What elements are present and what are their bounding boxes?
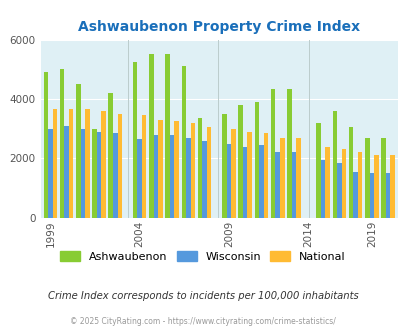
Bar [43, 72, 48, 218]
Bar [373, 155, 378, 218]
Bar [336, 163, 341, 218]
Bar [53, 110, 57, 218]
Bar [48, 129, 53, 218]
Legend: Ashwaubenon, Wisconsin, National: Ashwaubenon, Wisconsin, National [56, 247, 349, 267]
Bar [117, 114, 122, 218]
Bar [357, 152, 362, 218]
Bar [320, 160, 325, 218]
Title: Ashwaubenon Property Crime Index: Ashwaubenon Property Crime Index [78, 20, 359, 34]
Bar [291, 152, 296, 218]
Bar [197, 118, 202, 218]
Bar [238, 105, 242, 218]
Bar [158, 120, 162, 218]
Bar [92, 129, 96, 218]
Bar [76, 84, 80, 218]
Bar [149, 54, 153, 218]
Bar [270, 89, 275, 218]
Bar [202, 141, 207, 218]
Bar [315, 123, 320, 218]
Bar [364, 138, 369, 218]
Bar [101, 111, 106, 218]
Bar [96, 132, 101, 218]
Bar [207, 127, 211, 218]
Bar [165, 54, 169, 218]
Bar [113, 133, 117, 218]
Bar [169, 135, 174, 218]
Bar [185, 138, 190, 218]
Bar [341, 149, 345, 218]
Bar [242, 147, 247, 218]
Bar [254, 102, 258, 218]
Bar [142, 115, 146, 218]
Bar [226, 144, 231, 218]
Bar [69, 110, 73, 218]
Bar [352, 172, 357, 218]
Bar [137, 139, 142, 218]
Bar [231, 129, 235, 218]
Bar [153, 135, 158, 218]
Bar [348, 127, 352, 218]
Bar [132, 62, 137, 218]
Bar [80, 129, 85, 218]
Bar [332, 111, 336, 218]
Bar [385, 173, 390, 218]
Bar [85, 110, 90, 218]
Text: © 2025 CityRating.com - https://www.cityrating.com/crime-statistics/: © 2025 CityRating.com - https://www.city… [70, 317, 335, 326]
Bar [275, 152, 279, 218]
Bar [279, 138, 284, 218]
Bar [181, 66, 185, 218]
Bar [286, 89, 291, 218]
Bar [258, 145, 263, 218]
Bar [296, 138, 300, 218]
Bar [380, 138, 385, 218]
Bar [174, 121, 179, 218]
Bar [369, 173, 373, 218]
Bar [108, 93, 113, 218]
Bar [190, 123, 195, 218]
Bar [247, 132, 252, 218]
Bar [325, 147, 329, 218]
Bar [222, 114, 226, 218]
Bar [390, 155, 394, 218]
Bar [263, 133, 268, 218]
Bar [64, 126, 69, 218]
Bar [60, 69, 64, 218]
Text: Crime Index corresponds to incidents per 100,000 inhabitants: Crime Index corresponds to incidents per… [47, 291, 358, 301]
